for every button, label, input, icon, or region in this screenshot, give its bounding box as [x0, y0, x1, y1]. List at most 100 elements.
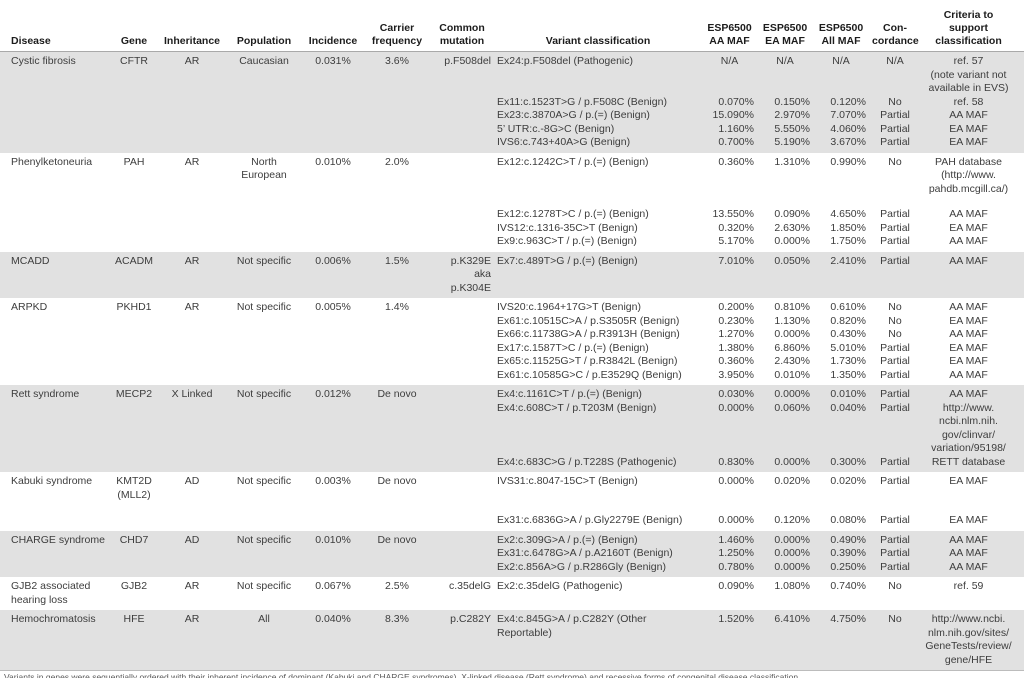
concordance-cell: Partial — [880, 388, 910, 400]
variant-row: Ex61:c.10515C>A / p.S3505R (Benign) 0.230… — [8, 315, 1024, 329]
criteria-cell: ref. 58 — [953, 95, 984, 108]
aa_maf-cell: 15.090% — [712, 109, 754, 121]
concordance-cell: Partial — [880, 368, 910, 381]
variant-row: Hemochromatosis HFE AR All 0.040% 8.3% p.C282Y… — [8, 613, 1024, 667]
variant-cell: Ex23:c.3870A>G / p.(=) (Benign) — [497, 109, 650, 121]
criteria-cell: EA MAF — [949, 341, 988, 354]
incidence-cell: 0.012% — [315, 388, 351, 400]
variant-row: CHARGE syndrome CHD7 AD Not specific 0.010% D… — [8, 534, 1024, 548]
disease-block: GJB2 associated hearing loss GJB2 AR Not sp… — [0, 577, 1024, 610]
column-header-population: Population — [236, 35, 292, 47]
concordance-cell: No — [888, 314, 902, 327]
column-header-criteria: Criteria to support classification — [935, 9, 1002, 47]
inheritance-cell: AD — [184, 475, 200, 487]
all_maf-cell: 1.850% — [830, 221, 866, 234]
incidence-cell: 0.006% — [315, 254, 351, 267]
aa_maf-cell: 0.000% — [718, 475, 754, 487]
inheritance-cell: AR — [184, 155, 200, 168]
all_maf-cell: 0.080% — [830, 514, 866, 526]
column-header-carrier: Carrier frequency — [371, 22, 423, 47]
disease-cell: Hemochromatosis — [11, 613, 96, 625]
ea_maf-cell: 5.190% — [774, 136, 810, 148]
column-header-ea_maf: ESP6500 EA MAF — [762, 22, 808, 47]
variant-cell: Ex4:c.608C>T / p.T203M (Benign) — [497, 401, 657, 414]
aa_maf-cell: 0.360% — [718, 355, 754, 367]
carrier-cell: De novo — [377, 475, 417, 487]
disease-block: Phenylketoneuria PAH AR North European 0.010… — [0, 153, 1024, 252]
population-cell: Not specific — [236, 533, 292, 546]
ea_maf-cell: 1.130% — [774, 314, 810, 327]
variant-cell: Ex66:c.11738G>A / p.R3913H (Benign) — [497, 328, 680, 340]
criteria-cell: EA MAF — [949, 475, 988, 487]
criteria-cell: AA MAF — [949, 560, 988, 573]
concordance-cell: No — [888, 613, 902, 625]
variant-cell: Ex12:c.1242C>T / p.(=) (Benign) — [497, 155, 649, 168]
carrier-cell: 1.5% — [385, 254, 409, 267]
variant-cell: Ex4:c.845G>A / p.C282Y (Other Reportable… — [497, 613, 647, 639]
aa_maf-cell: 1.270% — [718, 328, 754, 340]
all_maf-cell: 0.990% — [830, 155, 866, 168]
aa_maf-cell: 3.950% — [718, 368, 754, 381]
gene-cell: CHD7 — [119, 533, 149, 546]
variant-cell: Ex4:c.1161C>T / p.(=) (Benign) — [497, 388, 642, 400]
population-cell: Caucasian — [239, 55, 289, 67]
variant-row: IVS12:c.1316-35C>T (Benign) 0.320% 2.630% 1… — [8, 222, 1024, 236]
gene-cell: PKHD1 — [116, 301, 152, 313]
incidence-cell: 0.010% — [315, 533, 351, 546]
column-header-disease: Disease — [11, 35, 51, 47]
concordance-cell: Partial — [880, 514, 910, 526]
criteria-cell: AA MAF — [949, 235, 988, 247]
aa_maf-cell: 0.360% — [718, 155, 754, 168]
variant-row: Ex65:c.11525G>T / p.R3842L (Benign) 0.360… — [8, 355, 1024, 369]
ea_maf-cell: 0.000% — [774, 455, 810, 468]
variant-cell: 5’ UTR:c.-8G>C (Benign) — [497, 122, 615, 135]
variant-row: 5’ UTR:c.-8G>C (Benign) 1.160% 5.550% 4.060… — [8, 123, 1024, 137]
ea_maf-cell: 2.630% — [774, 221, 810, 234]
concordance-cell: No — [888, 155, 902, 168]
criteria-cell: AA MAF — [949, 208, 988, 220]
variant-cell: Ex31:c.6478G>A / p.A2160T (Benign) — [497, 547, 673, 559]
inheritance-cell: AR — [184, 254, 200, 267]
all_maf-cell: 1.350% — [830, 368, 866, 381]
gene-cell: KMT2D (MLL2) — [116, 475, 152, 501]
disease-block: MCADD ACADM AR Not specific 0.006% 1.5% p.K329… — [0, 251, 1024, 298]
variant-row: Ex2:c.856A>G / p.R286Gly (Benign) 0.780% 0… — [8, 561, 1024, 575]
disease-cell: Cystic fibrosis — [11, 55, 76, 67]
concordance-cell: Partial — [880, 341, 910, 354]
variant-row: Phenylketoneuria PAH AR North European 0.010… — [8, 156, 1024, 197]
ea_maf-cell: 0.000% — [774, 388, 810, 400]
variant-row: MCADD ACADM AR Not specific 0.006% 1.5% p.K329… — [8, 255, 1024, 296]
carrier-cell: 3.6% — [385, 55, 409, 67]
gene-cell: CFTR — [120, 55, 148, 67]
disease-block: Rett syndrome MECP2 X Linked Not specific 0.… — [0, 385, 1024, 472]
column-header-incidence: Incidence — [308, 35, 358, 47]
variant-row: GJB2 associated hearing loss GJB2 AR Not sp… — [8, 580, 1024, 607]
concordance-cell: No — [888, 580, 902, 592]
criteria-cell: EA MAF — [949, 122, 988, 135]
aa_maf-cell: 0.320% — [718, 221, 754, 234]
ea_maf-cell: 2.430% — [774, 355, 810, 367]
carrier-cell: 1.4% — [385, 301, 409, 313]
concordance-cell: Partial — [880, 355, 910, 367]
all_maf-cell: 0.740% — [830, 580, 866, 592]
population-cell: Not specific — [236, 388, 292, 400]
concordance-cell: Partial — [880, 109, 910, 121]
aa_maf-cell: 0.830% — [718, 455, 754, 468]
ea_maf-cell: 0.090% — [774, 208, 810, 220]
ea_maf-cell: 6.410% — [774, 613, 810, 625]
variant-cell: Ex65:c.11525G>T / p.R3842L (Benign) — [497, 355, 678, 367]
criteria-cell: ref. 59 — [953, 580, 984, 592]
incidence-cell: 0.010% — [315, 155, 351, 168]
table-header-row: Disease Gene Inheritance Population Incidenc… — [0, 9, 1024, 52]
carrier-cell: De novo — [377, 533, 417, 546]
ea_maf-cell: 0.120% — [774, 514, 810, 526]
variant-row: Kabuki syndrome KMT2D (MLL2) AD Not specifi… — [8, 475, 1024, 502]
variant-cell: Ex2:c.309G>A / p.(=) (Benign) — [497, 533, 638, 546]
variant-row: Ex17:c.1587T>C / p.(=) (Benign) 1.380% 6.8… — [8, 342, 1024, 356]
variant-cell: Ex17:c.1587T>C / p.(=) (Benign) — [497, 341, 649, 354]
population-cell: Not specific — [236, 254, 292, 267]
criteria-cell: EA MAF — [949, 514, 988, 526]
table-bottom-rule — [0, 670, 1024, 671]
ea_maf-cell: 0.000% — [774, 533, 810, 546]
variant-cell: Ex24:p.F508del (Pathogenic) — [497, 55, 634, 67]
